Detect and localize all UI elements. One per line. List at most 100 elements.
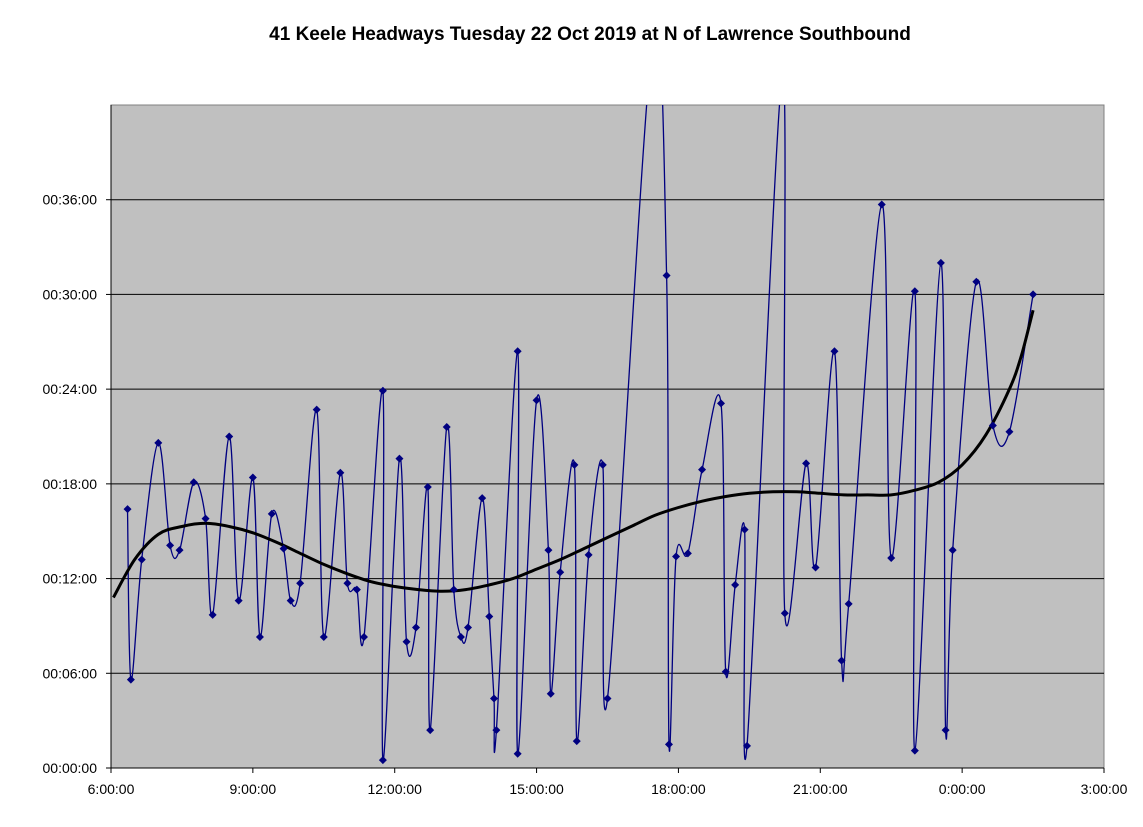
headway-point [442, 423, 451, 432]
headway-point [844, 599, 853, 608]
headway-point [234, 596, 243, 605]
x-tick-label: 21:00:00 [793, 781, 848, 797]
headway-point [546, 689, 555, 698]
headway-point [359, 632, 368, 641]
x-tick-label: 3:00:00 [1081, 781, 1128, 797]
headway-point [154, 438, 163, 447]
headway-point [948, 546, 957, 555]
x-tick-label: 9:00:00 [229, 781, 276, 797]
headway-point [208, 610, 217, 619]
headway-point [478, 494, 487, 503]
headway-point [123, 505, 132, 514]
headway-point [1029, 290, 1038, 299]
headway-point [225, 432, 234, 441]
y-tick-label: 00:30:00 [43, 286, 98, 302]
headway-point [378, 756, 387, 765]
headway-point [662, 271, 671, 280]
headway-point [740, 525, 749, 534]
headway-point [378, 386, 387, 395]
headway-point [352, 585, 361, 594]
headway-point [837, 656, 846, 665]
y-tick-label: 00:00:00 [43, 760, 98, 776]
headway-point [544, 546, 553, 555]
headway-point [513, 749, 522, 758]
headway-point [716, 399, 725, 408]
headway-point [267, 509, 276, 518]
x-tick-label: 6:00:00 [88, 781, 135, 797]
headway-point [279, 544, 288, 553]
y-tick-label: 00:24:00 [43, 381, 98, 397]
headway-point [887, 554, 896, 563]
headway-point [988, 421, 997, 430]
headway-point [402, 637, 411, 646]
headway-point [778, 69, 786, 77]
headway-point [877, 200, 886, 209]
headway-point [802, 459, 811, 468]
headway-point [532, 396, 541, 405]
headway-point [423, 483, 432, 492]
y-axis: 00:00:00 00:06:00 00:12:00 00:18:00 00:24:00… [43, 105, 112, 776]
x-tick-label: 18:00:00 [651, 781, 706, 797]
headway-point [731, 580, 740, 589]
headway-point [319, 632, 328, 641]
headway-point [492, 726, 501, 735]
y-tick-label: 00:12:00 [43, 571, 98, 587]
headway-point [941, 726, 950, 735]
headway-point [464, 623, 473, 632]
headway-point [584, 550, 593, 559]
headway-point [411, 623, 420, 632]
chart-title: 41 Keele Headways Tuesday 22 Oct 2019 at… [269, 24, 911, 45]
headway-point [255, 632, 264, 641]
headway-point [698, 465, 707, 474]
headway-point [456, 632, 465, 641]
headway-point [286, 596, 295, 605]
headway-point [910, 287, 919, 296]
headway-point [830, 347, 839, 356]
headway-point [312, 405, 321, 414]
x-tick-label: 0:00:00 [939, 781, 986, 797]
trend-line [112, 309, 1035, 599]
headway-point [572, 737, 581, 746]
y-tick-label: 00:36:00 [43, 192, 98, 208]
headway-point [175, 546, 184, 555]
headway-point [648, 38, 656, 46]
x-tick-label: 15:00:00 [509, 781, 564, 797]
headway-point [449, 585, 458, 594]
headway-point [936, 258, 945, 267]
headway-point [570, 460, 579, 469]
headway-point [248, 473, 257, 482]
headway-point [137, 555, 146, 564]
headway-point [426, 726, 435, 735]
headway-point [1005, 427, 1014, 436]
headway-point [664, 740, 673, 749]
headway-point [296, 579, 305, 588]
headway-point [490, 694, 499, 703]
headway-point [343, 579, 352, 588]
x-axis: 6:00:00 9:00:00 12:00:00 15:00:00 18:00:00 21… [88, 767, 1128, 797]
headway-point [395, 454, 404, 463]
headway-point [485, 612, 494, 621]
headway-point [972, 277, 981, 286]
headway-point [126, 675, 135, 684]
headway-point [201, 514, 210, 523]
headway-point [166, 541, 175, 550]
headway-point [603, 694, 612, 703]
headway-point [910, 746, 919, 755]
headway-point [336, 468, 345, 477]
headway-point [721, 667, 730, 676]
headway-point [672, 552, 681, 561]
headway-point [189, 478, 198, 487]
headway-point [811, 563, 820, 572]
y-tick-label: 00:18:00 [43, 476, 98, 492]
plot-area [110, 104, 1105, 769]
headway-point [556, 568, 565, 577]
headway-point [742, 741, 751, 750]
marker-layer [123, 38, 1038, 765]
headway-point [513, 347, 522, 356]
headway-point [780, 609, 789, 618]
y-tick-label: 00:06:00 [43, 665, 98, 681]
x-tick-label: 12:00:00 [367, 781, 422, 797]
headway-point [683, 549, 692, 558]
headway-point [598, 460, 607, 469]
